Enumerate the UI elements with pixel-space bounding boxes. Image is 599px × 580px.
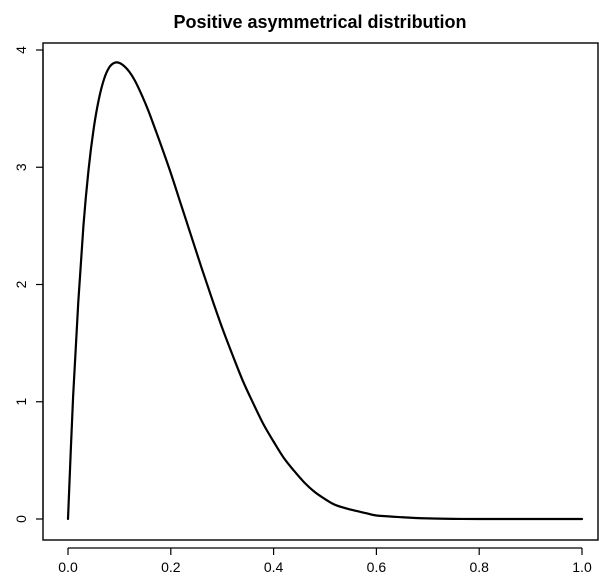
x-tick-label: 0.2	[161, 559, 181, 575]
y-tick-label: 1	[13, 398, 29, 406]
x-tick-label: 0.0	[58, 559, 78, 575]
x-tick-label: 1.0	[572, 559, 592, 575]
chart-title: Positive asymmetrical distribution	[173, 12, 466, 32]
data-series	[66, 61, 584, 521]
x-tick-label: 0.4	[264, 559, 284, 575]
axes: 0.0 0.2 0.4 0.6 0.8 1.0 0 1 2 3 4	[13, 46, 592, 575]
y-tick-label: 4	[13, 46, 29, 54]
y-tick-label: 2	[13, 280, 29, 288]
y-tick-label: 3	[13, 163, 29, 171]
plot-frame	[42, 42, 599, 541]
density-curve-line	[66, 61, 584, 521]
y-tick-label: 0	[13, 515, 29, 523]
x-tick-label: 0.8	[469, 559, 489, 575]
x-tick-label: 0.6	[367, 559, 387, 575]
